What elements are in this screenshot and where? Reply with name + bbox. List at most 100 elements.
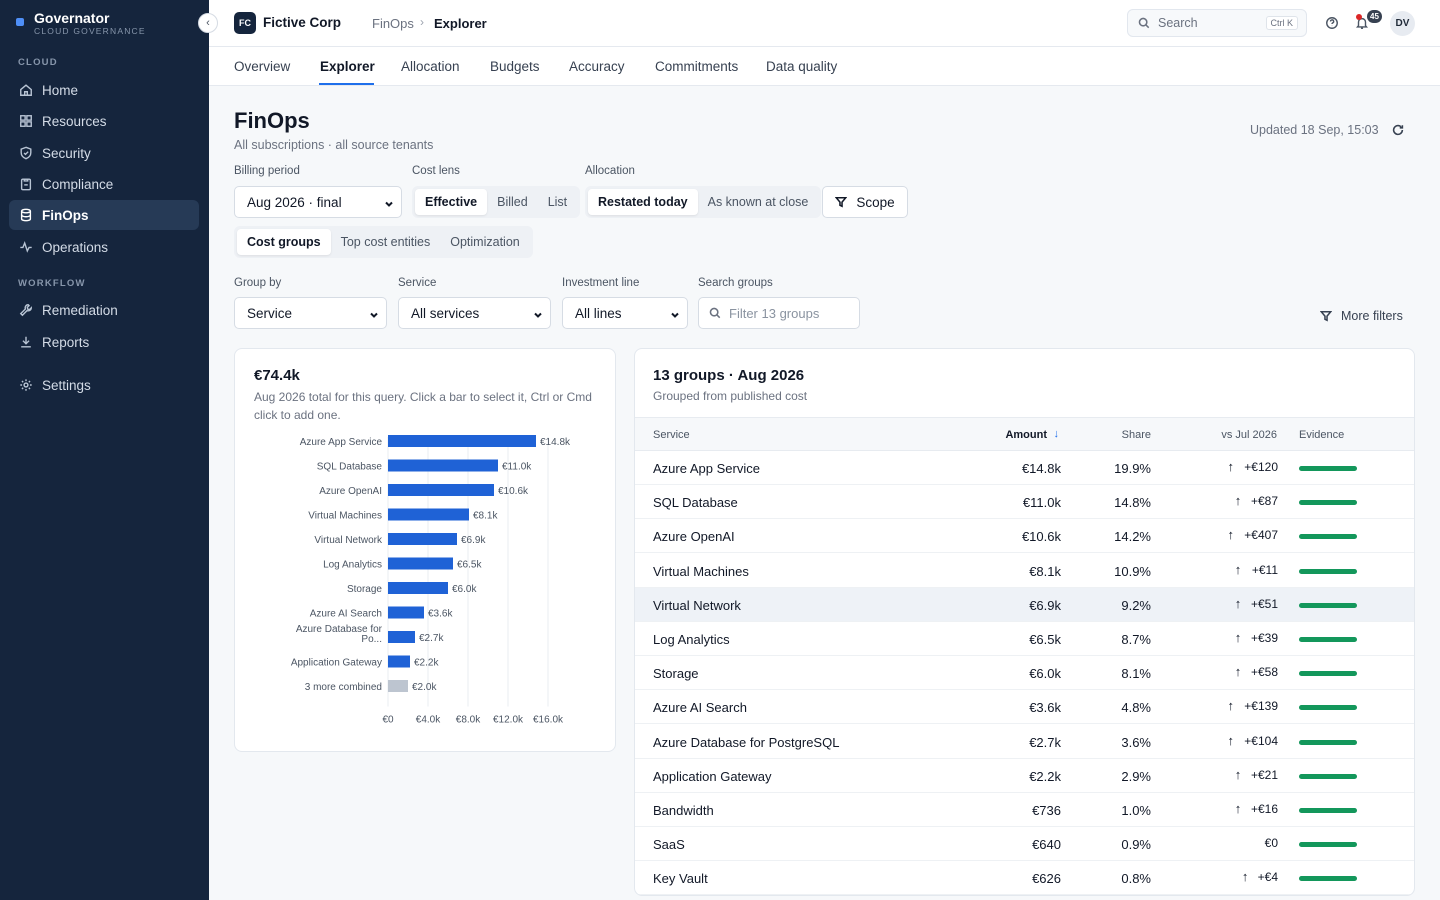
- bar-value-label: €6.9k: [461, 535, 486, 546]
- tab-commitments[interactable]: Commitments: [655, 59, 739, 74]
- chart-bar[interactable]: [388, 582, 448, 594]
- chevron-down-icon: [369, 308, 379, 318]
- allocation-as-known-at-close[interactable]: As known at close: [707, 195, 809, 209]
- billing-period-select[interactable]: Aug 2026 · final: [234, 186, 402, 218]
- table-row[interactable]: Azure OpenAI €10.6k 14.2% +€407 ↑: [635, 519, 1414, 554]
- filter-icon: [1320, 310, 1332, 322]
- sidebar-item-security[interactable]: Security: [9, 138, 199, 168]
- chart-bar[interactable]: [388, 435, 536, 447]
- tab-overview[interactable]: Overview: [234, 59, 291, 74]
- tab-accuracy[interactable]: Accuracy: [569, 59, 625, 74]
- filter-icon: [835, 196, 848, 208]
- row-amount: €640: [1032, 837, 1061, 853]
- column-header-amount[interactable]: Amount: [1005, 429, 1047, 441]
- table-row[interactable]: Storage €6.0k 8.1% +€58 ↑: [635, 656, 1414, 691]
- refresh-icon[interactable]: [1391, 123, 1405, 137]
- cost-lens-toggle: Effective Billed List: [412, 186, 581, 218]
- chart-bar[interactable]: [388, 606, 424, 619]
- investment-line-select[interactable]: All lines: [562, 297, 688, 329]
- table-row[interactable]: Key Vault €626 0.8% +€4 ↑: [635, 861, 1414, 895]
- avatar[interactable]: DV: [1390, 11, 1415, 36]
- row-share: 14.8%: [1114, 495, 1151, 511]
- sidebar-item-reports[interactable]: Reports: [9, 327, 199, 357]
- table-row[interactable]: Bandwidth €736 1.0% +€16 ↑: [635, 793, 1414, 827]
- sidebar-item-remediation[interactable]: Remediation: [9, 295, 199, 325]
- group-by-select[interactable]: Service: [234, 297, 387, 329]
- evidence-bar: [1299, 534, 1357, 540]
- chart-bar[interactable]: [388, 655, 410, 668]
- view-cost-groups[interactable]: Cost groups: [237, 229, 331, 255]
- sidebar-item-operations[interactable]: Operations: [9, 232, 199, 262]
- view-optimization[interactable]: Optimization: [450, 235, 520, 249]
- row-amount: €6.0k: [1029, 666, 1061, 682]
- evidence-bar: [1299, 568, 1357, 574]
- table-row[interactable]: Virtual Network €6.9k 9.2% +€51 ↑: [635, 587, 1414, 622]
- table-row[interactable]: Application Gateway €2.2k 2.9% +€21 ↑: [635, 759, 1414, 793]
- brand[interactable]: Governator CLOUD GOVERNANCE: [16, 11, 146, 36]
- tab-data-quality[interactable]: Data quality: [766, 59, 838, 74]
- sidebar-item-resources[interactable]: Resources: [9, 106, 199, 136]
- search-groups-input[interactable]: Filter 13 groups: [698, 297, 860, 329]
- sidebar-item-compliance[interactable]: Compliance: [9, 169, 199, 199]
- sidebar-item-settings[interactable]: Settings: [9, 370, 199, 400]
- grid-icon: [19, 114, 33, 128]
- cost-lens-billed[interactable]: Billed: [497, 195, 528, 209]
- x-tick-label: €0: [382, 715, 394, 726]
- column-header-share[interactable]: Share: [1121, 429, 1151, 441]
- chart-bar[interactable]: [388, 484, 494, 496]
- evidence-bar-fill: [1299, 808, 1357, 813]
- breadcrumb-finops[interactable]: FinOps: [372, 16, 414, 31]
- scope-button[interactable]: Scope: [822, 186, 908, 218]
- chart-bar[interactable]: [388, 557, 453, 570]
- table-row[interactable]: SQL Database €11.0k 14.8% +€87 ↑: [635, 485, 1414, 520]
- chart-bar[interactable]: [388, 680, 408, 692]
- table-row[interactable]: Virtual Machines €8.1k 10.9% +€11 ↑: [635, 554, 1414, 588]
- column-header-vs-jul[interactable]: vs Jul 2026: [1221, 429, 1277, 441]
- table-row[interactable]: Log Analytics €6.5k 8.7% +€39 ↑: [635, 622, 1414, 656]
- arrow-up-icon: ↑: [1234, 801, 1242, 816]
- row-service-name: Virtual Machines: [653, 563, 749, 579]
- notifications-bell-icon[interactable]: [1354, 15, 1370, 31]
- column-header-service[interactable]: Service: [653, 429, 690, 441]
- org-badge[interactable]: FC: [234, 12, 256, 34]
- search-shortcut: Ctrl K: [1265, 16, 1298, 30]
- help-icon[interactable]: [1324, 15, 1340, 31]
- table-row[interactable]: SaaS €640 0.9% €0: [635, 827, 1414, 862]
- row-amount: €14.8k: [1021, 461, 1061, 476]
- global-search-input[interactable]: Search Ctrl K: [1127, 9, 1307, 37]
- row-delta: +€16: [1250, 802, 1278, 816]
- collapse-sidebar-button[interactable]: ‹: [198, 13, 218, 33]
- view-top-cost-entities[interactable]: Top cost entities: [340, 235, 431, 249]
- row-share: 14.2%: [1114, 529, 1151, 545]
- table-row[interactable]: Azure AI Search €3.6k 4.8% +€139 ↑: [635, 690, 1414, 725]
- tab-budgets[interactable]: Budgets: [490, 59, 540, 74]
- last-updated: Updated 18 Sep, 15:03: [1250, 123, 1379, 137]
- row-service-name: Bandwidth: [653, 803, 714, 818]
- tabs-bar: Overview Explorer Allocation Budgets Acc…: [209, 47, 1440, 86]
- bar-value-label: €6.0k: [452, 584, 477, 595]
- row-delta: +€87: [1250, 494, 1278, 509]
- table-row[interactable]: Azure Database for PostgreSQL €2.7k 3.6% +€…: [635, 725, 1414, 759]
- sidebar-item-home[interactable]: Home: [9, 75, 199, 105]
- org-switcher[interactable]: Fictive Corp: [263, 15, 342, 30]
- evidence-bar: [1299, 671, 1357, 677]
- row-service-name: Azure AI Search: [653, 700, 747, 716]
- chart-bar[interactable]: [388, 459, 498, 472]
- tab-allocation[interactable]: Allocation: [401, 59, 460, 74]
- investment-line-value: All lines: [575, 305, 622, 321]
- tab-explorer[interactable]: Explorer: [320, 59, 375, 74]
- category-label: Azure AI Search: [310, 609, 382, 620]
- more-filters-button[interactable]: More filters: [1320, 309, 1403, 323]
- arrow-up-icon: ↑: [1234, 595, 1242, 611]
- table-row[interactable]: Azure App Service €14.8k 19.9% +€120 ↑: [635, 451, 1414, 485]
- chart-bar[interactable]: [388, 631, 415, 643]
- allocation-restated-today[interactable]: Restated today: [588, 189, 698, 215]
- sidebar-item-label: Compliance: [42, 176, 114, 192]
- service-select[interactable]: All services: [398, 297, 551, 329]
- chart-bar[interactable]: [388, 533, 457, 545]
- cost-lens-list[interactable]: List: [547, 195, 568, 209]
- cost-lens-effective[interactable]: Effective: [415, 189, 488, 215]
- chart-bar[interactable]: [388, 508, 469, 521]
- sidebar-item-finops[interactable]: FinOps: [9, 200, 199, 230]
- notification-dot: [1356, 14, 1362, 20]
